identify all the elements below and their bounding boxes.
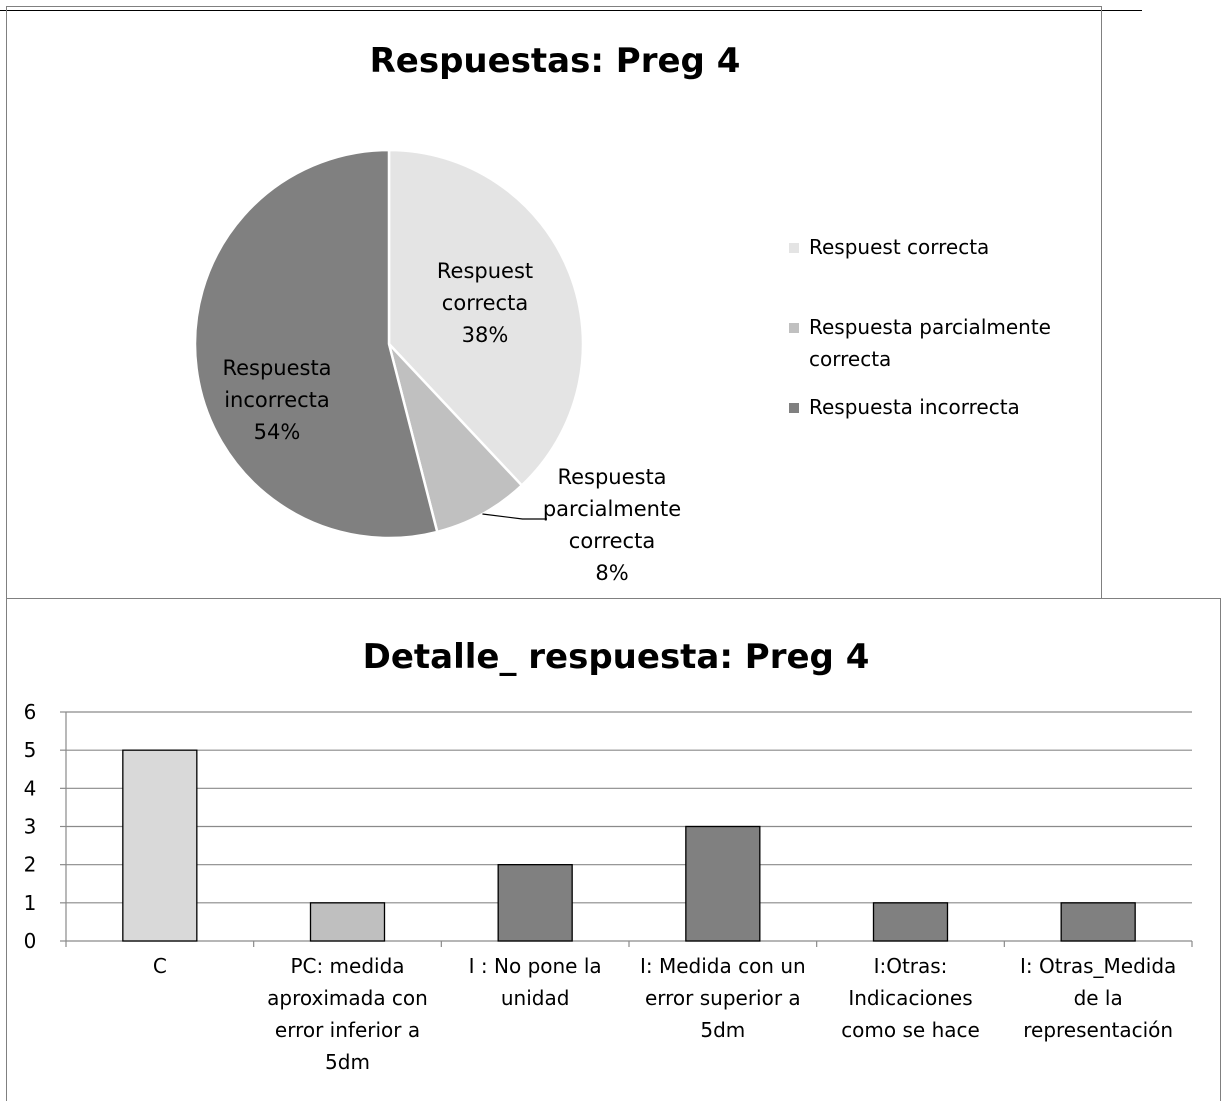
y-tick-label: 5	[24, 738, 37, 762]
y-tick-label: 1	[24, 891, 37, 915]
x-category-label-6: I: Otras_Medida de la representación	[1020, 954, 1176, 1042]
pie-chart-title: Respuestas: Preg 4	[370, 41, 741, 81]
pie-data-label-3: Respuesta incorrecta 54%	[222, 356, 331, 444]
y-tick-label: 0	[24, 929, 37, 953]
x-category-label-5: I:Otras: Indicaciones como se hace	[841, 954, 980, 1042]
pie-slice-3	[193, 148, 439, 540]
bar-3	[497, 864, 573, 942]
bar-4	[685, 825, 761, 942]
legend-label-3: Respuesta incorrecta	[809, 395, 1020, 419]
legend-label-2: Respuesta parcialmente correcta	[809, 315, 1051, 371]
y-tick-label: 6	[24, 700, 37, 724]
y-tick-label: 4	[24, 776, 37, 800]
legend-swatch-3	[789, 403, 799, 413]
bar-chart: 0 1 2 3 4 5 6 C PC: medida aproximada con error in…	[24, 700, 1193, 1074]
pie-leader-line	[482, 513, 547, 520]
legend-swatch-1	[789, 243, 799, 253]
legend-swatch-2	[789, 323, 799, 333]
x-category-label-4: I: Medida con un error superior a 5dm	[640, 954, 806, 1042]
pie-data-label-2: Respuesta parcialmente correcta 8%	[543, 465, 681, 585]
bar-6	[1060, 902, 1136, 942]
legend-label-1: Respuest correcta	[809, 235, 989, 259]
bar-1	[122, 749, 198, 942]
pie-chart: Respuest correcta 38% Respuesta parcialmente…	[193, 148, 681, 585]
y-tick-label: 3	[24, 815, 37, 839]
x-category-label-3: I : No pone la unidad	[469, 954, 602, 1010]
bar-2	[309, 902, 386, 942]
pie-legend: Respuest correcta Respuesta parcialmente c…	[789, 235, 1051, 419]
x-category-label-1: C	[153, 954, 167, 978]
pie-slice-1	[387, 148, 585, 488]
pie-data-label-1: Respuest correcta 38%	[437, 259, 533, 347]
bar-chart-title: Detalle_ respuesta: Preg 4	[363, 637, 870, 677]
top-rule	[0, 10, 1142, 11]
pie-slice-2	[387, 343, 524, 534]
bar-5	[872, 902, 949, 942]
x-category-label-2: PC: medida aproximada con error inferior a…	[267, 954, 428, 1074]
y-tick-label: 2	[24, 853, 37, 877]
